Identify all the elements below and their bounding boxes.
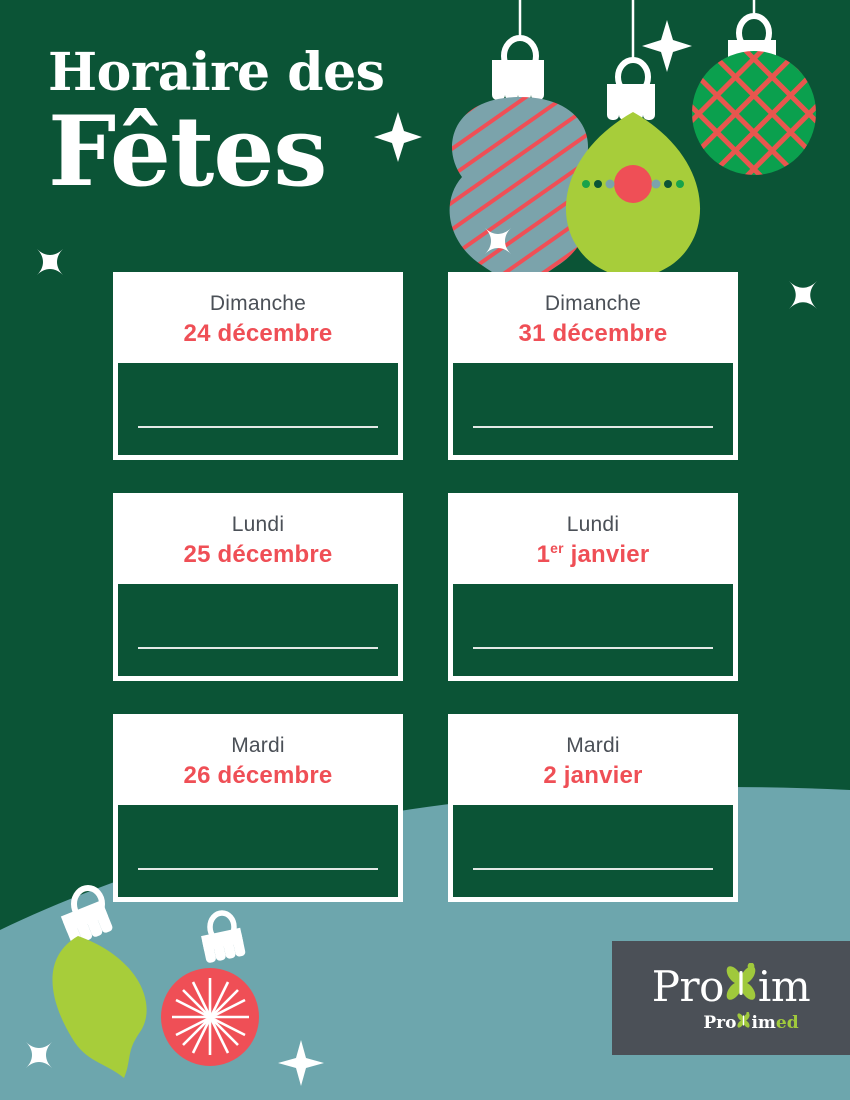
card-hours-area[interactable]: [118, 363, 398, 455]
teardrop-center-dot: [614, 165, 652, 203]
card-hours-area[interactable]: [453, 584, 733, 676]
card-date-label: 1er janvier: [461, 540, 725, 570]
hours-write-line: [138, 868, 378, 870]
butterfly-icon: [724, 962, 758, 1010]
card-date-number: 1: [536, 541, 551, 568]
schedule-card[interactable]: Lundi 25 décembre: [113, 493, 403, 681]
card-hours-area[interactable]: [118, 805, 398, 897]
logo-sub-end: ed: [775, 1012, 799, 1033]
schedule-card[interactable]: Mardi 26 décembre: [113, 714, 403, 902]
schedule-card[interactable]: Mardi 2 janvier: [448, 714, 738, 902]
card-date-label: 2 janvier: [543, 762, 643, 789]
lattice-ball-ornament: [692, 0, 816, 175]
lime-teardrop-ornament: [565, 0, 701, 288]
card-day-label: Mardi: [566, 734, 620, 757]
hours-write-line: [473, 426, 713, 428]
card-hours-area[interactable]: [118, 584, 398, 676]
butterfly-small-icon: [736, 1011, 751, 1033]
card-header: Mardi 2 janvier: [451, 717, 735, 805]
sparkle-star: [278, 1040, 324, 1086]
card-header: Dimanche 31 décembre: [451, 275, 735, 363]
cross-mark: [26, 1042, 52, 1068]
card-date-label: 24 décembre: [183, 320, 333, 347]
logo-name-post: im: [757, 961, 811, 1011]
schedule-card[interactable]: Dimanche 24 décembre: [113, 272, 403, 460]
ornament-cap: [607, 84, 655, 120]
sparkle-star: [642, 20, 692, 72]
title-line-2: Fêtes: [48, 95, 327, 208]
schedule-card[interactable]: Dimanche 31 décembre: [448, 272, 738, 460]
proxim-logo[interactable]: Pro im Pro: [612, 941, 850, 1055]
card-date-label: 25 décembre: [183, 541, 333, 568]
title-line-1: Horaire des: [48, 42, 385, 103]
logo-name-pre: Pro: [651, 961, 725, 1011]
red-starburst-ornament: [161, 910, 259, 1066]
card-date-suffix: er: [550, 540, 564, 556]
card-header: Mardi 26 décembre: [116, 717, 400, 805]
cross-mark: [485, 228, 511, 254]
cross-mark: [37, 249, 63, 275]
card-date-label: 26 décembre: [183, 762, 333, 789]
ornament-cap: [492, 60, 544, 100]
card-header: Lundi 1er janvier: [451, 496, 735, 584]
card-date-month: janvier: [570, 541, 650, 568]
cross-mark: [789, 281, 817, 309]
card-hours-area[interactable]: [453, 363, 733, 455]
starburst-lines: [172, 978, 249, 1055]
card-date-label: 31 décembre: [518, 320, 668, 347]
hours-write-line: [138, 426, 378, 428]
logo-sub-pre: Pro: [703, 1012, 737, 1033]
card-header: Lundi 25 décembre: [116, 496, 400, 584]
hours-write-line: [138, 647, 378, 649]
teardrop-body: [565, 112, 701, 288]
card-header: Dimanche 24 décembre: [116, 275, 400, 363]
logo-sub-mid: im: [751, 1012, 776, 1033]
poster-title: Horaire des Fêtes: [48, 44, 468, 200]
hours-write-line: [473, 647, 713, 649]
hours-write-line: [473, 868, 713, 870]
logo-wordmark: Pro im: [651, 961, 811, 1011]
card-hours-area[interactable]: [453, 805, 733, 897]
schedule-card-grid: Dimanche 24 décembre Dimanche 31 décembr…: [113, 272, 738, 935]
ornament-cap: [728, 40, 776, 76]
schedule-card[interactable]: Lundi 1er janvier: [448, 493, 738, 681]
card-day-label: Lundi: [566, 513, 620, 536]
card-row-1: Dimanche 24 décembre Dimanche 31 décembr…: [113, 272, 738, 460]
ornament-cap: [60, 900, 113, 946]
card-row-3: Mardi 26 décembre Mardi 2 janvier: [113, 714, 738, 902]
logo-subbrand: Pro im ed: [703, 1011, 799, 1033]
card-day-label: Mardi: [231, 734, 285, 757]
card-day-label: Lundi: [231, 513, 285, 536]
card-day-label: Dimanche: [209, 292, 307, 315]
card-row-2: Lundi 25 décembre Lundi 1er janvier: [113, 493, 738, 681]
card-day-label: Dimanche: [544, 292, 642, 315]
